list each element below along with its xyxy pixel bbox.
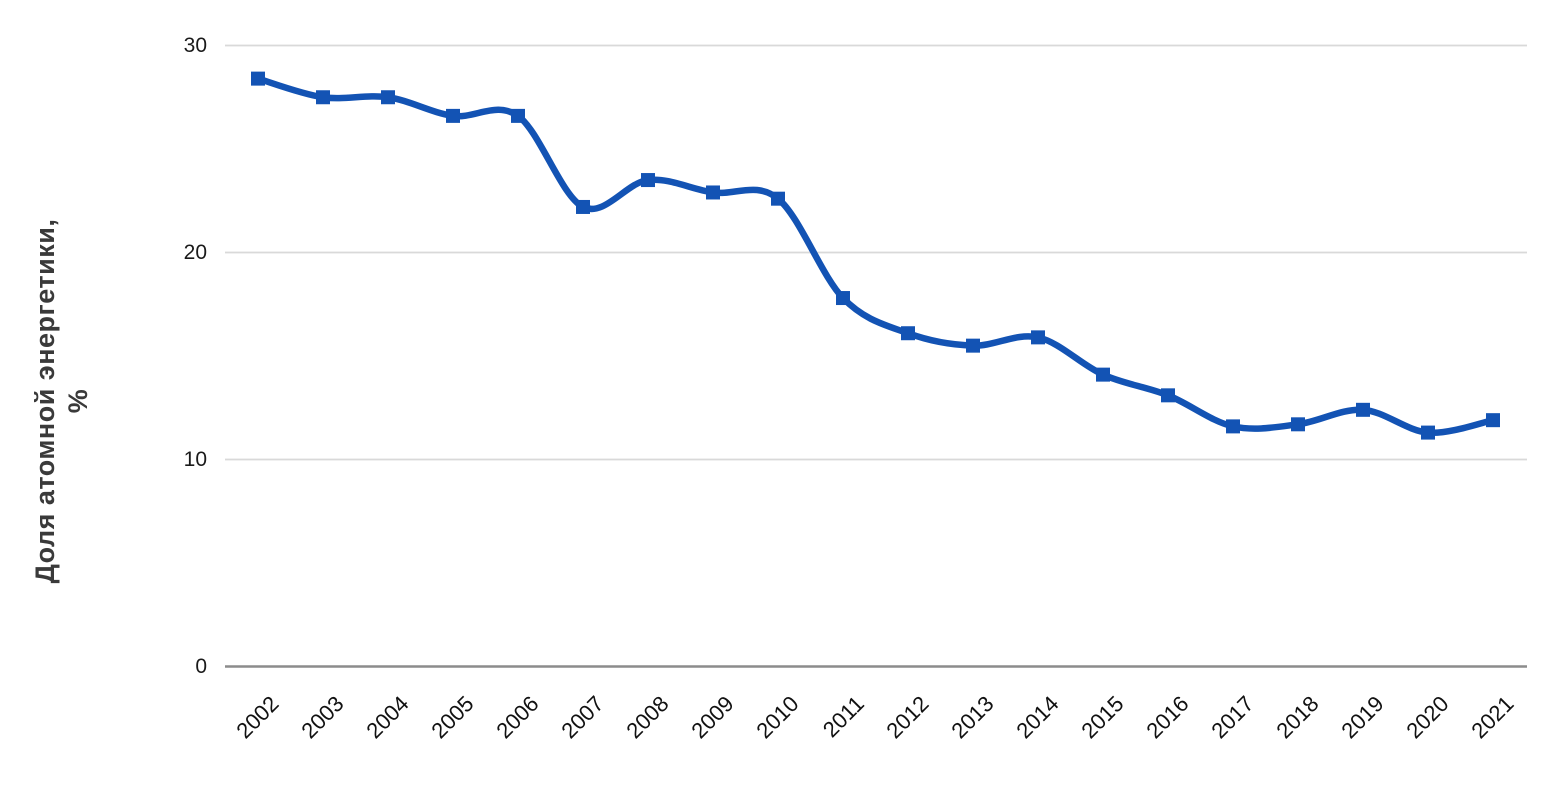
data-point-marker	[381, 90, 395, 105]
data-point-marker	[1356, 402, 1370, 417]
data-point-marker	[1031, 330, 1045, 345]
data-point-marker	[836, 291, 850, 306]
data-point-marker	[1161, 388, 1175, 403]
data-point-marker	[576, 199, 590, 214]
data-point-marker	[771, 191, 785, 206]
data-point-marker	[1486, 413, 1500, 428]
y-axis-tick-label: 20	[183, 240, 207, 264]
data-point-marker	[1291, 417, 1305, 432]
y-axis-tick-label: 0	[195, 654, 207, 678]
data-point-marker	[641, 173, 655, 188]
data-point-marker	[316, 90, 330, 105]
data-point-marker	[901, 326, 915, 341]
data-point-marker	[511, 108, 525, 123]
data-point-marker	[1096, 367, 1110, 382]
data-point-marker	[251, 71, 265, 86]
data-point-marker	[1226, 419, 1240, 434]
y-axis-title-line2: %	[63, 388, 93, 414]
y-axis-title-line1: Доля атомной энергетики,	[30, 218, 60, 584]
data-point-marker	[706, 185, 720, 200]
data-point-marker	[446, 108, 460, 123]
data-point-marker	[1421, 425, 1435, 440]
y-axis-tick-label: 10	[183, 447, 207, 471]
line-series	[254, 75, 1497, 436]
y-axis-title: Доля атомной энергетики, %	[29, 51, 95, 751]
data-point-marker	[966, 338, 980, 353]
y-axis-tick-label: 30	[183, 33, 207, 57]
